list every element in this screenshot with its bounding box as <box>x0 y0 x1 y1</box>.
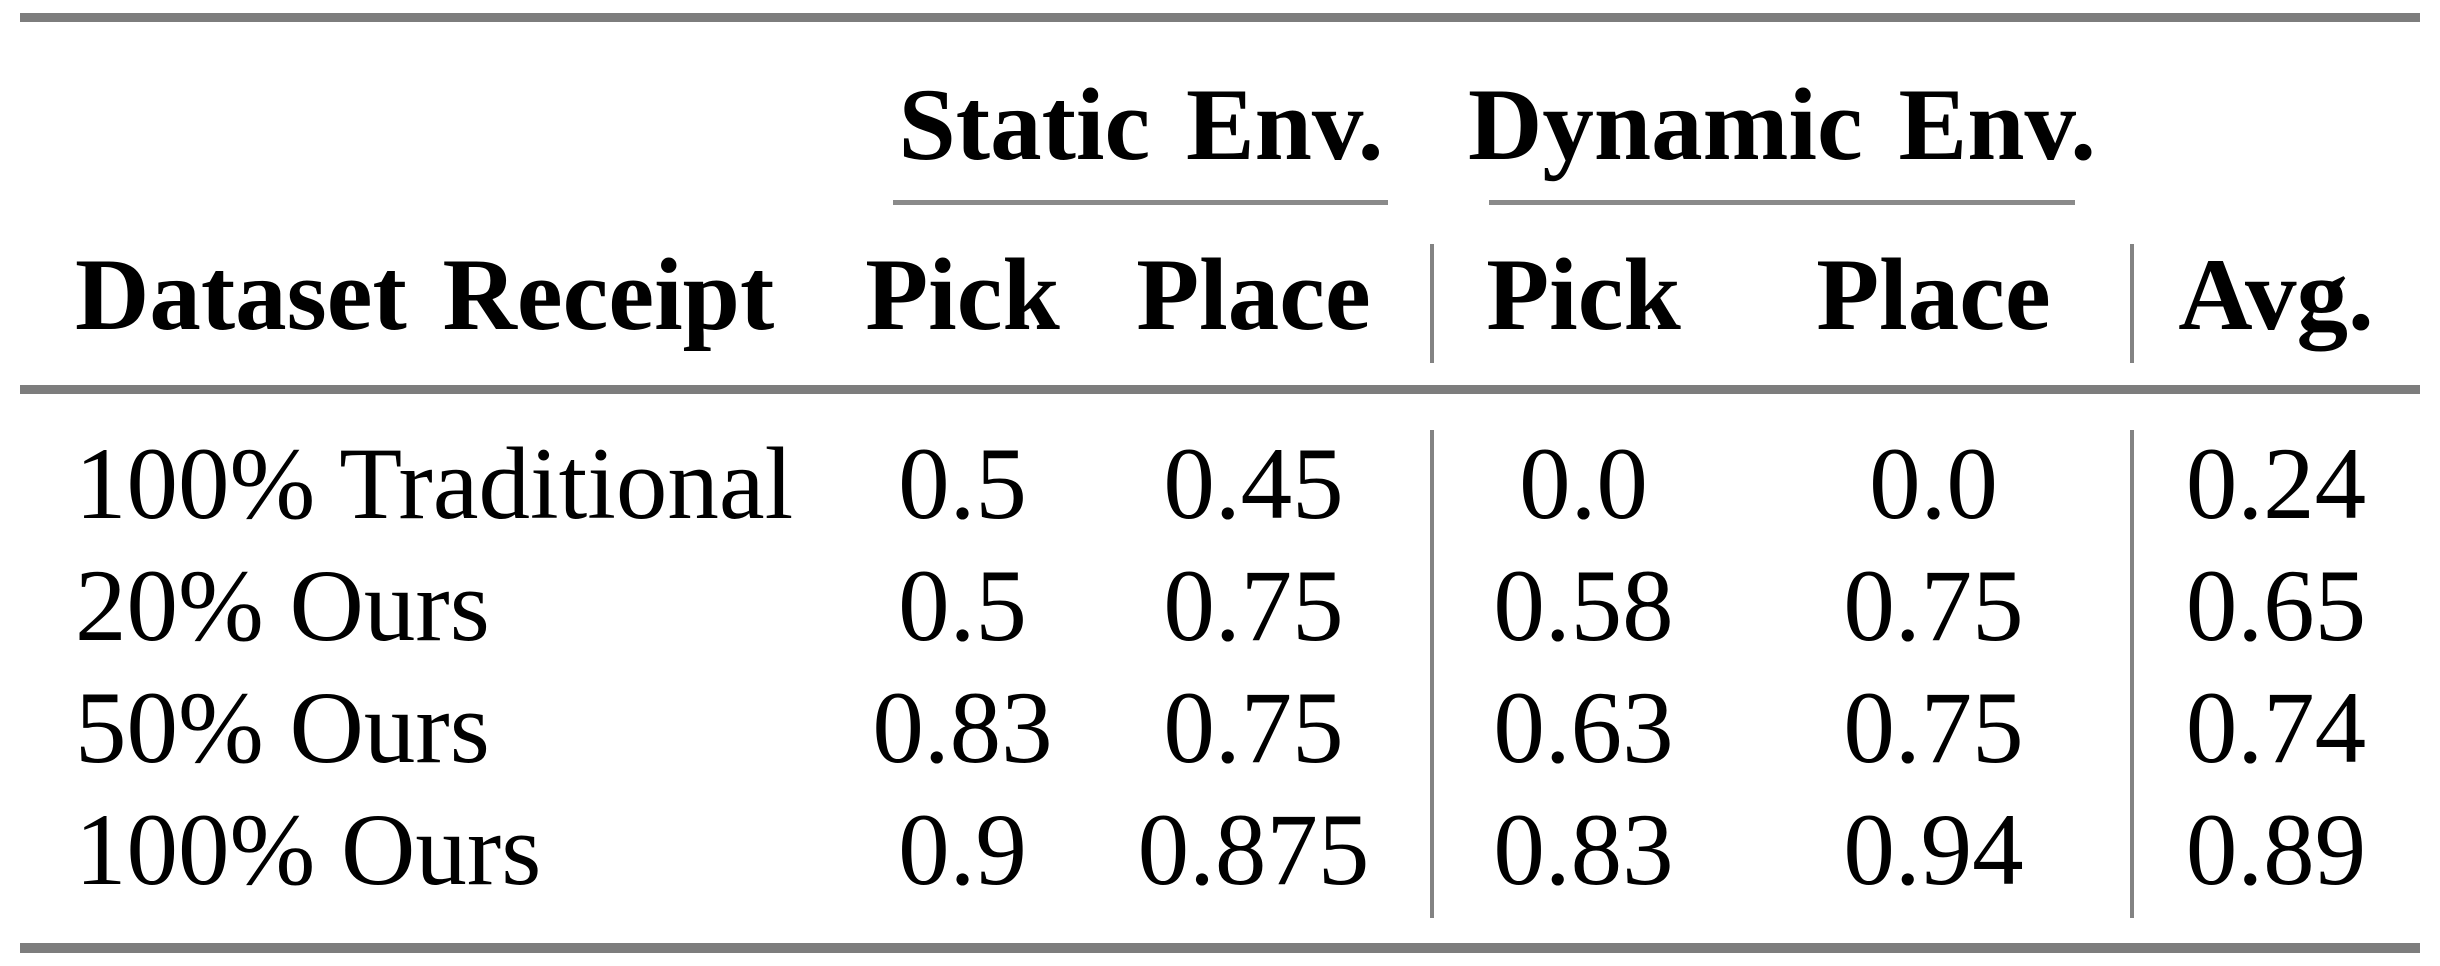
table-row: 100% Traditional 0.5 0.45 0.0 0.0 0.24 <box>20 430 2420 552</box>
cell-dynamic-pick: 0.0 <box>1519 426 1648 541</box>
cell-dynamic-place: 0.0 <box>1869 426 1998 541</box>
cell-static-place: 0.875 <box>1137 792 1370 907</box>
group-header-static-env: Static Env. <box>898 67 1384 182</box>
group-header-row: Static Env. Dynamic Env. <box>20 50 2420 200</box>
cell-dynamic-place: 0.94 <box>1843 792 2024 907</box>
table-top-rule <box>20 13 2420 22</box>
column-header-row: Dataset Receipt Pick Place Pick Place Av… <box>20 240 2420 386</box>
col-header-dynamic-place: Place <box>1816 237 2051 352</box>
cell-dynamic-pick: 0.83 <box>1493 792 1674 907</box>
group-header-dynamic-env: Dynamic Env. <box>1467 67 2097 182</box>
cell-static-place: 0.75 <box>1163 670 1344 785</box>
cell-static-pick: 0.83 <box>872 670 1053 785</box>
col-header-static-place: Place <box>1136 237 1371 352</box>
table-row: 100% Ours 0.9 0.875 0.83 0.94 0.89 <box>20 796 2420 918</box>
cell-static-pick: 0.5 <box>898 426 1027 541</box>
cell-dynamic-pick: 0.63 <box>1493 670 1674 785</box>
row-label: 100% Ours <box>75 792 542 907</box>
column-separator-1-header <box>1430 244 1434 363</box>
dynamic-env-underline <box>1489 200 2075 205</box>
group-header-spacer <box>20 50 850 200</box>
col-header-static-pick: Pick <box>865 237 1060 352</box>
row-label: 100% Traditional <box>75 426 794 541</box>
column-separator-2-body <box>2130 430 2134 918</box>
col-header-dynamic-pick: Pick <box>1486 237 1681 352</box>
column-separator-2-header <box>2130 244 2134 363</box>
cell-avg: 0.89 <box>2185 792 2367 907</box>
static-env-underline <box>893 200 1388 205</box>
table-row: 50% Ours 0.83 0.75 0.63 0.75 0.74 <box>20 674 2420 796</box>
cell-dynamic-pick: 0.58 <box>1493 548 1674 663</box>
row-label: 50% Ours <box>75 670 490 785</box>
table-header-rule <box>20 385 2420 394</box>
group-header-spacer <box>2132 50 2420 200</box>
cell-dynamic-place: 0.75 <box>1843 670 2024 785</box>
col-header-dataset-receipt: Dataset Receipt <box>75 237 775 352</box>
cell-avg: 0.65 <box>2185 548 2367 663</box>
cell-static-place: 0.45 <box>1163 426 1344 541</box>
column-separator-1-body <box>1430 430 1434 918</box>
cell-dynamic-place: 0.75 <box>1843 548 2024 663</box>
cell-static-pick: 0.5 <box>898 548 1027 663</box>
cell-avg: 0.74 <box>2185 670 2367 785</box>
cell-avg: 0.24 <box>2185 426 2367 541</box>
cell-static-place: 0.75 <box>1163 548 1344 663</box>
row-label: 20% Ours <box>75 548 490 663</box>
table-row: 20% Ours 0.5 0.75 0.58 0.75 0.65 <box>20 552 2420 674</box>
col-header-avg: Avg. <box>2178 237 2374 352</box>
cell-static-pick: 0.9 <box>898 792 1027 907</box>
table-bottom-rule <box>20 943 2420 953</box>
